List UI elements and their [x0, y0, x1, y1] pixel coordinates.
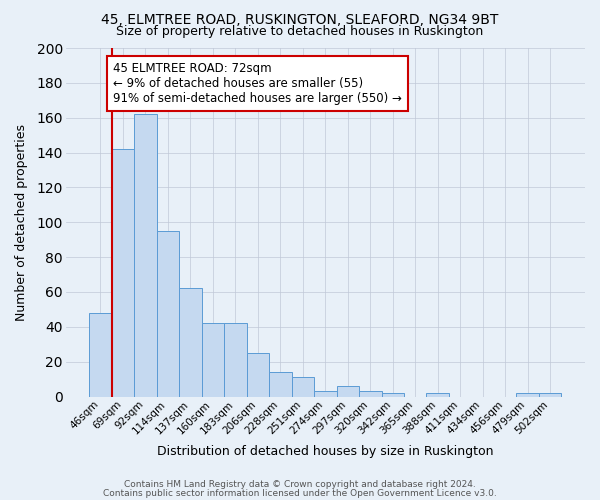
- Bar: [134, 114, 157, 397]
- Bar: [539, 393, 562, 396]
- Bar: [224, 324, 247, 396]
- Bar: [269, 372, 292, 396]
- Bar: [427, 393, 449, 396]
- Bar: [337, 386, 359, 396]
- Y-axis label: Number of detached properties: Number of detached properties: [15, 124, 28, 321]
- Text: Contains public sector information licensed under the Open Government Licence v3: Contains public sector information licen…: [103, 488, 497, 498]
- Bar: [89, 313, 112, 396]
- Bar: [314, 392, 337, 396]
- Bar: [179, 288, 202, 397]
- Bar: [517, 393, 539, 396]
- Bar: [202, 324, 224, 396]
- Bar: [157, 231, 179, 396]
- X-axis label: Distribution of detached houses by size in Ruskington: Distribution of detached houses by size …: [157, 444, 494, 458]
- Bar: [112, 149, 134, 396]
- Text: 45, ELMTREE ROAD, RUSKINGTON, SLEAFORD, NG34 9BT: 45, ELMTREE ROAD, RUSKINGTON, SLEAFORD, …: [101, 12, 499, 26]
- Text: Size of property relative to detached houses in Ruskington: Size of property relative to detached ho…: [116, 25, 484, 38]
- Bar: [292, 378, 314, 396]
- Text: 45 ELMTREE ROAD: 72sqm
← 9% of detached houses are smaller (55)
91% of semi-deta: 45 ELMTREE ROAD: 72sqm ← 9% of detached …: [113, 62, 402, 105]
- Bar: [382, 393, 404, 396]
- Text: Contains HM Land Registry data © Crown copyright and database right 2024.: Contains HM Land Registry data © Crown c…: [124, 480, 476, 489]
- Bar: [247, 353, 269, 397]
- Bar: [359, 392, 382, 396]
